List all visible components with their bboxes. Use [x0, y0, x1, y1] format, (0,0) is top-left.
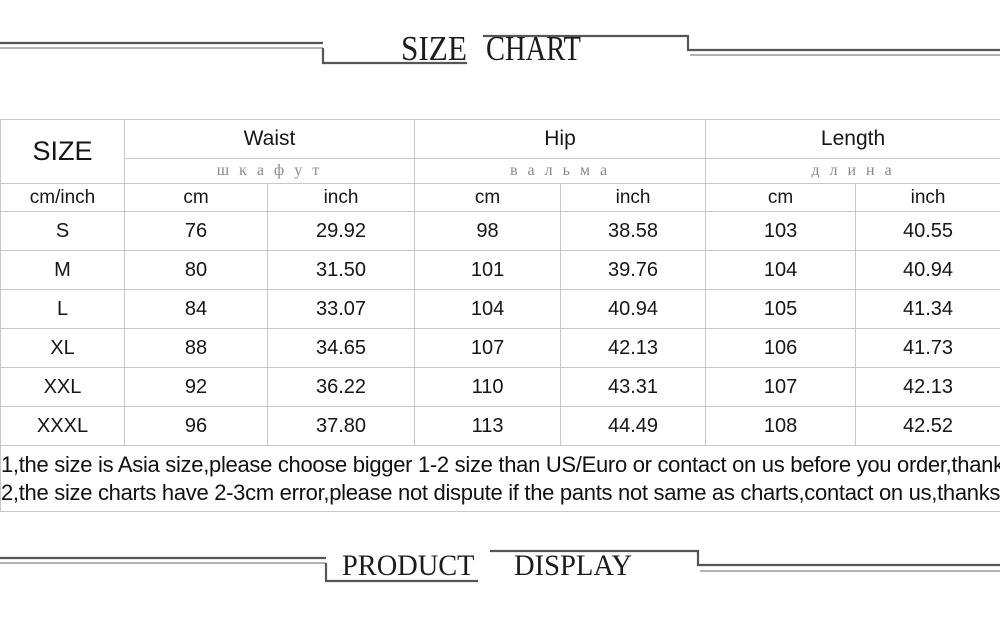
size-label: XXXL: [0, 406, 125, 446]
unit-cell: cm: [414, 183, 562, 212]
value-cell: 107: [414, 328, 562, 368]
group-header-length: Length: [705, 119, 1000, 159]
value-cell: 76: [124, 211, 268, 251]
value-cell: 40.55: [855, 211, 1000, 251]
value-cell: 44.49: [560, 406, 707, 446]
size-chart-banner: SIZE CHART: [0, 29, 1000, 68]
value-cell: 31.50: [266, 250, 416, 290]
size-chart-title-word1: SIZE: [401, 29, 467, 68]
value-cell: 80: [124, 250, 268, 290]
value-cell: 43.31: [560, 367, 707, 407]
note-line-1: 1,the size is Asia size,please choose bi…: [1, 451, 1000, 477]
value-cell: 40.94: [560, 289, 707, 329]
size-chart-title-word2: CHART: [486, 29, 581, 68]
value-cell: 113: [414, 406, 562, 446]
table-units-row: cm/inch cm inch cm inch cm inch: [0, 183, 1000, 212]
value-cell: 84: [124, 289, 268, 329]
value-cell: 36.22: [266, 367, 416, 407]
value-cell: 106: [705, 328, 857, 368]
subheader-hip: в а л ь м а: [414, 158, 707, 184]
value-cell: 42.13: [855, 367, 1000, 407]
size-label: XXL: [0, 367, 125, 407]
value-cell: 33.07: [266, 289, 416, 329]
size-column-header: SIZE: [0, 119, 125, 184]
table-row-xxxl: XXXL 96 37.80 113 44.49 108 42.52: [0, 406, 1000, 446]
value-cell: 92: [124, 367, 268, 407]
group-header-waist: Waist: [123, 119, 416, 159]
value-cell: 108: [705, 406, 857, 446]
table-row-l: L 84 33.07 104 40.94 105 41.34: [0, 289, 1000, 329]
subheader-length: д л и н а: [705, 158, 1000, 184]
subheader-waist: ш к а ф у т: [123, 158, 416, 184]
value-cell: 104: [705, 250, 857, 290]
value-cell: 29.92: [266, 211, 416, 251]
group-header-hip: Hip: [414, 119, 707, 159]
value-cell: 103: [705, 211, 857, 251]
value-cell: 42.52: [855, 406, 1000, 446]
value-cell: 34.65: [266, 328, 416, 368]
size-label: M: [0, 250, 125, 290]
value-cell: 40.94: [855, 250, 1000, 290]
value-cell: 104: [414, 289, 562, 329]
value-cell: 96: [124, 406, 268, 446]
banner-line-step-left: [324, 563, 478, 583]
value-cell: 38.58: [560, 211, 707, 251]
banner-line-step-left: [321, 48, 467, 65]
table-row-s: S 76 29.92 98 38.58 103 40.55: [0, 211, 1000, 251]
table-row-xl: XL 88 34.65 107 42.13 106 41.73: [0, 328, 1000, 368]
table-subheader-row: ш к а ф у т в а л ь м а д л и н а: [1, 158, 1000, 184]
unit-cell: cm: [124, 183, 268, 212]
unit-cell: inch: [560, 183, 707, 212]
value-cell: 101: [414, 250, 562, 290]
banner-line-right-dark: [490, 549, 1000, 567]
size-label: S: [0, 211, 125, 251]
product-display-banner: PRODUCT DISPLAY: [0, 549, 1000, 583]
banner-line-right-dark: [483, 34, 1000, 52]
unit-cell: cm: [705, 183, 857, 212]
table-row-m: M 80 31.50 101 39.76 104 40.94: [0, 250, 1000, 290]
size-chart-title: SIZE CHART: [401, 29, 581, 68]
size-label: XL: [0, 328, 125, 368]
unit-cell: inch: [855, 183, 1000, 212]
table-notes-row: 1,the size is Asia size,please choose bi…: [0, 445, 1000, 512]
value-cell: 110: [414, 367, 562, 407]
value-cell: 41.73: [855, 328, 1000, 368]
value-cell: 88: [124, 328, 268, 368]
table-row-xxl: XXL 92 36.22 110 43.31 107 42.13: [0, 367, 1000, 407]
notes-cell: 1,the size is Asia size,please choose bi…: [0, 445, 1000, 512]
unit-cell: inch: [266, 183, 416, 212]
product-display-word2: DISPLAY: [514, 549, 632, 582]
table-group-header-row: SIZE Waist Hip Length: [0, 119, 1000, 184]
note-line-2: 2,the size charts have 2-3cm error,pleas…: [1, 479, 1000, 505]
size-label: L: [0, 289, 125, 329]
product-display-word1: PRODUCT: [342, 549, 474, 582]
value-cell: 98: [414, 211, 562, 251]
value-cell: 41.34: [855, 289, 1000, 329]
value-cell: 39.76: [560, 250, 707, 290]
value-cell: 37.80: [266, 406, 416, 446]
value-cell: 105: [705, 289, 857, 329]
unit-header: cm/inch: [0, 183, 125, 212]
value-cell: 107: [705, 367, 857, 407]
value-cell: 42.13: [560, 328, 707, 368]
size-table: SIZE Waist Hip Length ш к а ф у т в а л …: [0, 119, 1000, 512]
product-display-title: PRODUCT DISPLAY: [342, 549, 632, 582]
